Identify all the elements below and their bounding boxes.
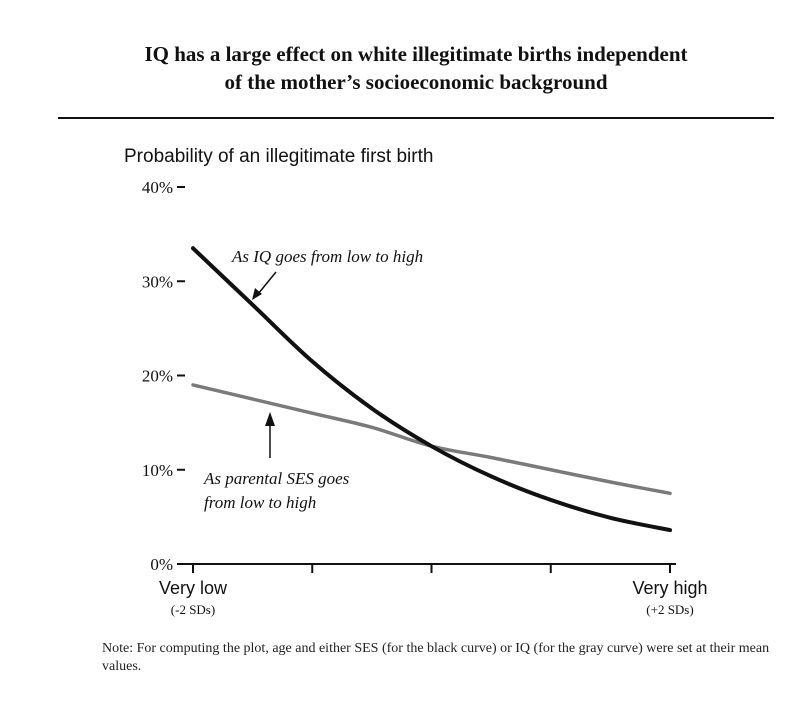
axes: Very low (-2 SDs) Very high (+2 SDs) 0% 10% 20…: [142, 178, 708, 617]
y-tick-label-4: 40%: [142, 178, 173, 197]
x-tick-sublabel-1: (+2 SDs): [646, 602, 693, 617]
annotation-iq-text: As IQ goes from low to high: [231, 247, 423, 266]
annotation-iq-arrow: [257, 271, 277, 295]
annotation-ses-text-line-1: As parental SES goes: [203, 469, 350, 488]
y-tick-label-2: 20%: [142, 367, 173, 386]
y-axis-title: Probability of an illegitimate first bir…: [124, 146, 434, 167]
footnote: Note: For computing the plot, age and ei…: [102, 641, 770, 674]
y-tick-label-3: 30%: [142, 272, 173, 291]
y-tick-label-0: 0%: [150, 555, 173, 574]
chart-title-line-1: IQ has a large effect on white illegitim…: [144, 42, 688, 66]
chart-title-line-2: of the mother’s socioeconomic background: [224, 70, 608, 94]
y-tick-label-1: 10%: [142, 461, 173, 480]
annotation-ses-text-line-2: from low to high: [204, 493, 316, 512]
x-tick-label-1: Very high: [632, 578, 707, 598]
annotation-ses-arrowhead: [265, 412, 275, 426]
annotation-iq-arrowhead: [252, 288, 262, 300]
x-tick-label-0: Very low: [159, 578, 228, 598]
annotations: As IQ goes from low to high As parental S…: [203, 247, 423, 512]
series-group: [191, 246, 672, 533]
chart-title: IQ has a large effect on white illegitim…: [60, 40, 772, 96]
x-tick-sublabel-0: (-2 SDs): [171, 602, 215, 617]
series-line-iq: [191, 246, 672, 533]
title-divider: [58, 117, 774, 119]
